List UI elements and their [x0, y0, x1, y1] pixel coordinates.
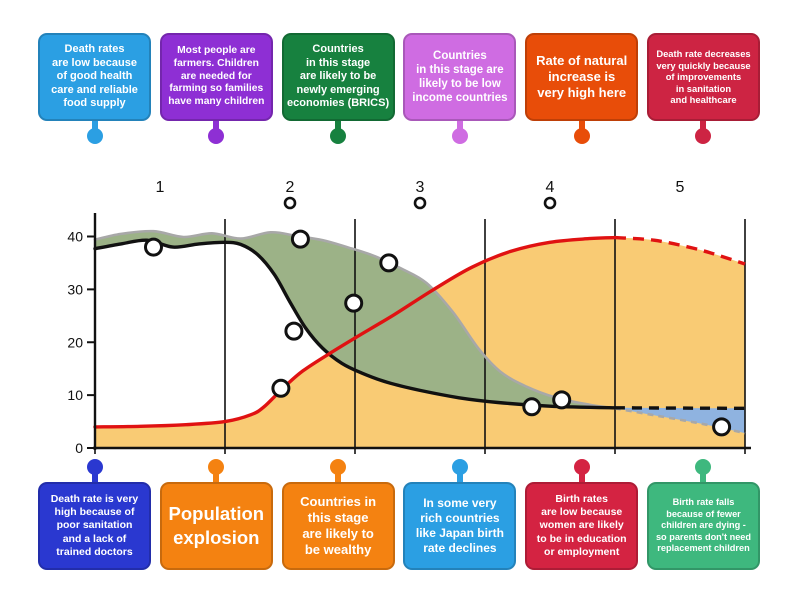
label-card-box[interactable]: Death rate decreases very quickly becaus…	[646, 33, 760, 121]
label-card-replacement-children[interactable]: Birth rate falls because of fewer childr…	[646, 459, 760, 570]
label-card-women-education[interactable]: Birth rates are low because women are li…	[525, 459, 639, 570]
label-card-box[interactable]: In some very rich countries like Japan b…	[403, 482, 517, 570]
label-card-japan-birth-rate[interactable]: In some very rich countries like Japan b…	[403, 459, 517, 570]
label-card-box[interactable]: Birth rate falls because of fewer childr…	[646, 482, 760, 570]
birth-rate-line	[93, 229, 617, 410]
pin-stem	[213, 121, 220, 129]
label-card-text: Death rates are low because of good heal…	[51, 42, 138, 110]
bottom-labels-row: Death rate is very high because of poor …	[38, 459, 760, 570]
label-card-death-rate-decreases[interactable]: Death rate decreases very quickly becaus…	[646, 33, 760, 144]
label-card-death-rate-high[interactable]: Death rate is very high because of poor …	[38, 459, 151, 570]
label-card-text: Countries in this stage are likely to be…	[300, 493, 377, 558]
stage-answer-dot[interactable]	[543, 196, 557, 210]
pin-dot	[330, 128, 347, 144]
pin-dot	[330, 459, 347, 475]
pin-stem	[700, 121, 707, 129]
y-axis-tick-label: 20	[67, 334, 83, 350]
label-card-box[interactable]: Countries in this stage are likely to be…	[281, 33, 395, 121]
label-card-countries-wealthy[interactable]: Countries in this stage are likely to be…	[281, 459, 395, 570]
chart-answer-dot[interactable]	[712, 417, 732, 437]
pin-stem	[91, 121, 98, 129]
label-card-box[interactable]: Death rate is very high because of poor …	[38, 482, 151, 570]
chart-answer-dot[interactable]	[344, 293, 364, 313]
pin-dot	[86, 459, 103, 475]
label-card-text: Birth rates are low because women are li…	[536, 493, 627, 558]
label-card-text: Rate of natural increase is very high he…	[536, 52, 628, 101]
label-card-box[interactable]: Birth rates are low because women are li…	[525, 482, 639, 570]
pin-dot	[695, 459, 712, 475]
death-rate-line-projected	[614, 406, 746, 410]
pin-stem	[456, 121, 463, 129]
label-card-death-rates-low[interactable]: Death rates are low because of good heal…	[38, 33, 151, 144]
pin-dot	[208, 128, 225, 144]
pin-dot	[451, 128, 468, 144]
label-card-natural-increase-high[interactable]: Rate of natural increase is very high he…	[525, 33, 639, 144]
pin-dot	[573, 459, 590, 475]
birth-rate-line-projected	[614, 407, 746, 435]
stage-answer-dot[interactable]	[413, 196, 427, 210]
pin-stem	[700, 474, 707, 482]
label-card-text: Population explosion	[168, 502, 265, 548]
chart-answer-dot[interactable]	[290, 229, 310, 249]
y-axis-tick-label: 0	[75, 440, 83, 456]
pin-stem	[578, 474, 585, 482]
pin-dot	[573, 128, 590, 144]
label-card-text: Countries in this stage are likely to be…	[412, 49, 508, 105]
label-card-box[interactable]: Rate of natural increase is very high he…	[525, 33, 639, 121]
area-natural-decrease	[615, 407, 745, 434]
stage-label: 4	[546, 179, 555, 196]
label-card-population-explosion[interactable]: Population explosion	[159, 459, 273, 570]
chart-answer-dot[interactable]	[284, 321, 304, 341]
pin-stem	[578, 121, 585, 129]
chart-answer-dot[interactable]	[379, 253, 399, 273]
y-axis-tick-label: 40	[67, 229, 83, 245]
y-axis-tick-label: 30	[67, 281, 83, 297]
label-card-box[interactable]: Death rates are low because of good heal…	[38, 33, 151, 121]
total-population-line	[93, 235, 617, 429]
pin-stem	[91, 474, 98, 482]
pin-dot	[695, 128, 712, 144]
top-labels-row: Death rates are low because of good heal…	[38, 33, 760, 144]
label-card-text: Death rate is very high because of poor …	[50, 493, 139, 558]
chart-answer-dot[interactable]	[144, 237, 163, 257]
label-card-text: Countries in this stage are likely to be…	[287, 42, 390, 110]
stage-label: 5	[676, 179, 685, 196]
y-axis-tick-label: 10	[67, 387, 83, 403]
label-card-text: Death rate decreases very quickly becaus…	[656, 47, 751, 106]
label-card-box[interactable]: Countries in this stage are likely to be…	[403, 33, 517, 121]
label-card-box[interactable]: Most people are farmers. Children are ne…	[159, 33, 273, 121]
death-rate-line	[93, 238, 617, 410]
label-card-most-people-farmers[interactable]: Most people are farmers. Children are ne…	[159, 33, 273, 144]
pin-stem	[213, 474, 220, 482]
pin-stem	[335, 121, 342, 129]
pin-dot	[208, 459, 225, 475]
stage-label: 1	[156, 179, 165, 196]
label-card-box[interactable]: Population explosion	[159, 482, 273, 570]
chart-answer-dot[interactable]	[522, 397, 542, 417]
stage-answer-dot[interactable]	[283, 196, 297, 210]
pin-dot	[451, 459, 468, 475]
label-card-text: In some very rich countries like Japan b…	[415, 496, 504, 555]
label-card-newly-emerging-economies[interactable]: Countries in this stage are likely to be…	[281, 33, 395, 144]
label-card-text: Birth rate falls because of fewer childr…	[655, 497, 752, 554]
total-population-line-projected	[614, 235, 746, 266]
pin-stem	[456, 474, 463, 482]
label-card-box[interactable]: Countries in this stage are likely to be…	[281, 482, 395, 570]
chart-answer-dot[interactable]	[552, 390, 572, 410]
stage-label: 2	[286, 179, 295, 196]
pin-stem	[335, 474, 342, 482]
label-card-low-income-countries[interactable]: Countries in this stage are likely to be…	[403, 33, 517, 144]
stage-label: 3	[416, 179, 425, 196]
pin-dot	[86, 128, 103, 144]
chart-answer-dot[interactable]	[271, 378, 291, 398]
label-card-text: Most people are farmers. Children are ne…	[168, 45, 265, 108]
